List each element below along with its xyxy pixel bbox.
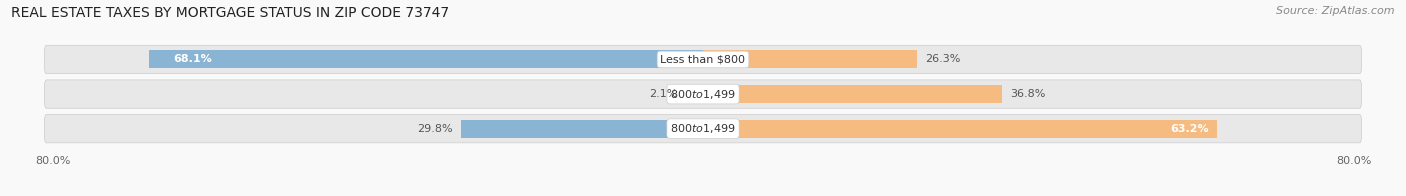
Bar: [703, 85, 1002, 103]
Legend: Without Mortgage, With Mortgage: Without Mortgage, With Mortgage: [586, 193, 820, 196]
Bar: [703, 120, 1216, 138]
Text: Less than $800: Less than $800: [661, 54, 745, 64]
Text: 36.8%: 36.8%: [1011, 89, 1046, 99]
FancyBboxPatch shape: [45, 80, 1361, 108]
Text: 29.8%: 29.8%: [418, 124, 453, 134]
Text: 68.1%: 68.1%: [174, 54, 212, 64]
Text: $800 to $1,499: $800 to $1,499: [671, 88, 735, 101]
Bar: [703, 51, 917, 68]
Text: Source: ZipAtlas.com: Source: ZipAtlas.com: [1277, 6, 1395, 16]
Text: 26.3%: 26.3%: [925, 54, 960, 64]
Text: REAL ESTATE TAXES BY MORTGAGE STATUS IN ZIP CODE 73747: REAL ESTATE TAXES BY MORTGAGE STATUS IN …: [11, 6, 450, 20]
Bar: [149, 51, 703, 68]
FancyBboxPatch shape: [45, 114, 1361, 143]
Text: 63.2%: 63.2%: [1170, 124, 1209, 134]
Bar: [461, 120, 703, 138]
Text: $800 to $1,499: $800 to $1,499: [671, 122, 735, 135]
Bar: [686, 85, 703, 103]
FancyBboxPatch shape: [45, 45, 1361, 74]
Text: 2.1%: 2.1%: [650, 89, 678, 99]
